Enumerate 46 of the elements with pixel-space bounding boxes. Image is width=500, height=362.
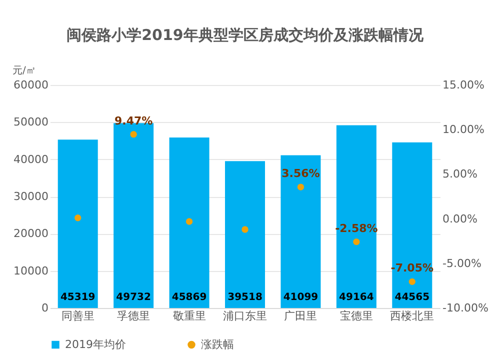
y-tick-label: 0	[42, 302, 48, 314]
bar	[225, 161, 265, 308]
point	[130, 130, 137, 138]
data-label: 45319	[60, 292, 96, 303]
x-tick-label: 浦口东里	[223, 310, 267, 322]
point	[74, 214, 82, 222]
data-label: 49732	[116, 292, 152, 303]
data-label: 44565	[394, 292, 430, 303]
legend-label: 涨跌幅	[201, 338, 234, 351]
data-label: 49164	[339, 292, 374, 303]
y2-tick-label: 15.00%	[442, 78, 484, 92]
bar	[58, 140, 98, 308]
data-label: 41099	[283, 292, 318, 303]
point	[353, 238, 360, 246]
bar	[169, 138, 210, 308]
x-tick-label: 宝德里	[340, 310, 373, 322]
y2-tick-label: 10.00%	[442, 123, 484, 136]
y2-tick-label: -10.00%	[442, 302, 488, 314]
point	[186, 218, 193, 225]
bar	[114, 123, 154, 308]
y-tick-label: 10000	[14, 264, 48, 278]
data-label: 45869	[172, 292, 207, 303]
y2-tick-label: 5.00%	[442, 168, 478, 181]
data-label: 39518	[228, 292, 262, 303]
y-tick-label: 40000	[14, 152, 48, 166]
bar	[280, 155, 321, 308]
point	[408, 278, 416, 286]
y-axis-title: 元/㎡	[12, 66, 36, 76]
y-tick-label: 20000	[14, 227, 48, 240]
chart-title: 闽侯路小学2019年典型学区房成交均价及涨跌幅情况	[66, 26, 424, 44]
x-tick-label: 西楼北里	[390, 310, 434, 322]
x-tick-label: 孚德里	[117, 310, 150, 322]
x-tick-label: 广田里	[284, 310, 318, 322]
data-label: 3.56%	[282, 167, 320, 180]
bar	[336, 125, 376, 308]
legend-label: 2019年均价	[65, 338, 126, 351]
x-tick-label: 敬重里	[172, 310, 206, 322]
y2-tick-label: -5.00%	[442, 256, 482, 270]
point	[242, 226, 248, 233]
bar	[392, 142, 432, 308]
y-tick-label: 50000	[14, 116, 48, 129]
y-tick-label: 30000	[14, 190, 48, 203]
x-tick-label: 同善里	[61, 310, 94, 322]
y2-tick-label: 0.00%	[442, 212, 478, 226]
y-tick-label: 60000	[14, 78, 48, 92]
point	[297, 184, 304, 190]
